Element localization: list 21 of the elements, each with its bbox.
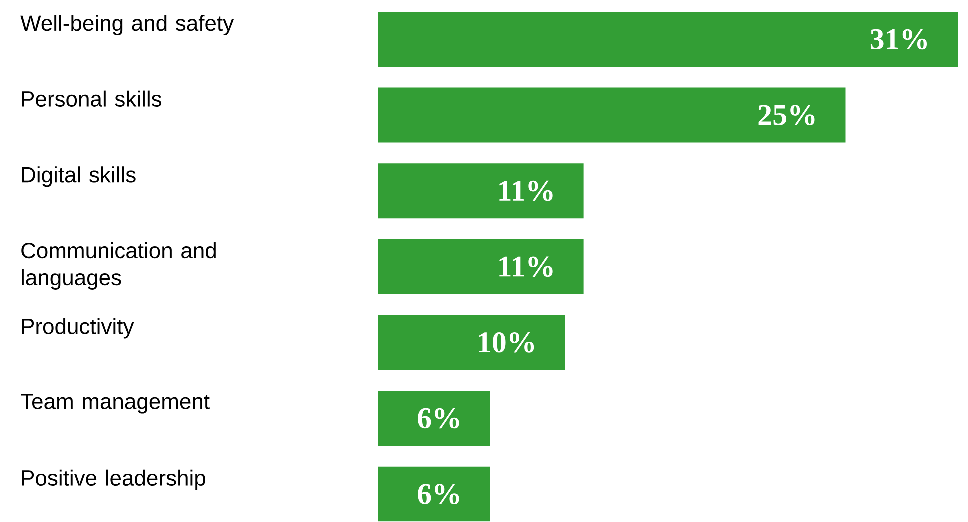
data-label: 6% (418, 484, 460, 504)
data-label: 11% (500, 180, 553, 202)
data-label: 10% (479, 332, 534, 353)
bar (378, 12, 958, 67)
y-tick-label: Well-being and safety (20, 15, 234, 36)
y-tick-label: Positive leadership (22, 470, 206, 490)
data-label: 31% (870, 29, 927, 50)
bar (378, 466, 490, 522)
data-label: 25% (758, 105, 815, 126)
y-tick-label: Digital skills (22, 166, 136, 188)
bar (378, 239, 584, 294)
bar (378, 391, 490, 446)
data-label: 6% (418, 408, 460, 429)
bar (378, 88, 846, 143)
y-tick-label: Personal skills (22, 90, 162, 107)
data-label: 11% (500, 256, 553, 278)
y-tick-label: Communication and languages (22, 242, 216, 290)
y-tick-label: Productivity (22, 318, 134, 339)
y-tick-label: Team management (21, 394, 210, 414)
bar (378, 164, 584, 219)
bar (378, 315, 566, 370)
